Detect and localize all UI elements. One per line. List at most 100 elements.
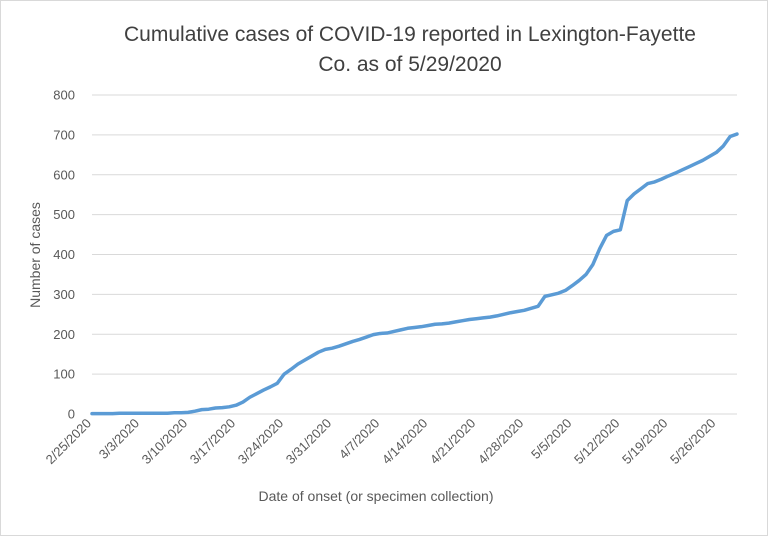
data-point (311, 355, 313, 357)
x-tick-label: 3/10/2020 (139, 416, 191, 468)
data-point (489, 316, 491, 318)
data-point (208, 408, 210, 410)
data-point (242, 401, 244, 403)
chart-title-line-2: Co. as of 5/29/2020 (318, 53, 502, 76)
data-point (146, 412, 148, 414)
data-point (537, 305, 539, 307)
data-point (551, 294, 553, 296)
x-tick-label: 5/5/2020 (528, 416, 574, 462)
data-point (379, 332, 381, 334)
data-point (468, 318, 470, 320)
data-point (462, 320, 464, 322)
x-tick-label: 3/24/2020 (235, 416, 287, 468)
data-point (112, 413, 114, 415)
data-point (304, 359, 306, 361)
data-point (516, 311, 518, 313)
data-point (256, 393, 258, 395)
y-axis-ticks: 0 100 200 300 400 500 600 700 800 (53, 88, 75, 422)
data-point (297, 363, 299, 365)
data-point (317, 351, 319, 353)
data-point (249, 396, 251, 398)
data-point (530, 307, 532, 309)
data-point (352, 340, 354, 342)
y-tick-label: 200 (53, 327, 75, 342)
data-point (160, 412, 162, 414)
data-point (599, 248, 601, 250)
data-point (455, 321, 457, 323)
data-point (338, 345, 340, 347)
data-point (221, 407, 223, 409)
series-cumulative-cases (90, 132, 739, 416)
y-tick-label: 0 (68, 407, 75, 422)
data-point (523, 309, 525, 311)
data-point (132, 412, 134, 414)
x-tick-label: 4/21/2020 (427, 416, 479, 468)
y-tick-label: 500 (53, 207, 75, 222)
x-tick-label: 4/14/2020 (379, 416, 431, 468)
data-point (647, 183, 649, 185)
data-point (667, 175, 669, 177)
data-point (661, 178, 663, 180)
data-point (407, 327, 409, 329)
data-point (496, 315, 498, 317)
data-point (619, 229, 621, 231)
data-point (427, 324, 429, 326)
data-point (654, 181, 656, 183)
chart-title-line-1: Cumulative cases of COVID-19 reported in… (124, 23, 696, 46)
data-point (139, 412, 141, 414)
data-point (359, 338, 361, 340)
data-point (695, 163, 697, 165)
data-point (558, 292, 560, 294)
x-tick-label: 5/26/2020 (667, 416, 719, 468)
data-point (187, 411, 189, 413)
y-tick-label: 700 (53, 127, 75, 142)
data-point (201, 409, 203, 411)
data-point (105, 413, 107, 415)
data-point (269, 386, 271, 388)
x-axis-ticks: 2/25/2020 3/3/20203/10/20203/17/20203/24/… (43, 416, 719, 468)
data-point (585, 273, 587, 275)
data-point (503, 313, 505, 315)
data-point (578, 279, 580, 281)
data-point (626, 200, 628, 202)
data-point (475, 318, 477, 320)
data-point (606, 234, 608, 236)
data-point (166, 412, 168, 414)
chart-title: Cumulative cases of COVID-19 reported in… (60, 20, 760, 80)
data-point (448, 322, 450, 324)
data-point (324, 348, 326, 350)
data-point (564, 289, 566, 291)
data-point (180, 412, 182, 414)
data-point (571, 285, 573, 287)
data-point (153, 412, 155, 414)
data-point (544, 295, 546, 297)
data-point (482, 317, 484, 319)
data-point (441, 323, 443, 325)
data-point (612, 230, 614, 232)
y-axis-title: Number of cases (27, 202, 43, 308)
data-point (215, 407, 217, 409)
data-point (400, 329, 402, 331)
data-point (173, 412, 175, 414)
x-tick-label: 5/12/2020 (571, 416, 623, 468)
x-axis-title: Date of onset (or specimen collection) (259, 488, 494, 504)
data-point (235, 404, 237, 406)
data-point (681, 169, 683, 171)
x-tick-label: 5/19/2020 (619, 416, 671, 468)
data-point (702, 159, 704, 161)
data-point (263, 389, 265, 391)
data-point (688, 166, 690, 168)
y-tick-label: 400 (53, 247, 75, 262)
x-tick-label: 3/17/2020 (187, 416, 239, 468)
x-tick-label: 3/31/2020 (283, 416, 335, 468)
data-point (372, 334, 374, 336)
data-point (420, 326, 422, 328)
gridlines (92, 94, 737, 415)
y-tick-label: 600 (53, 167, 75, 182)
data-point (592, 263, 594, 265)
y-tick-label: 100 (53, 367, 75, 382)
data-point (125, 412, 127, 414)
x-tick-label: 4/28/2020 (475, 416, 527, 468)
